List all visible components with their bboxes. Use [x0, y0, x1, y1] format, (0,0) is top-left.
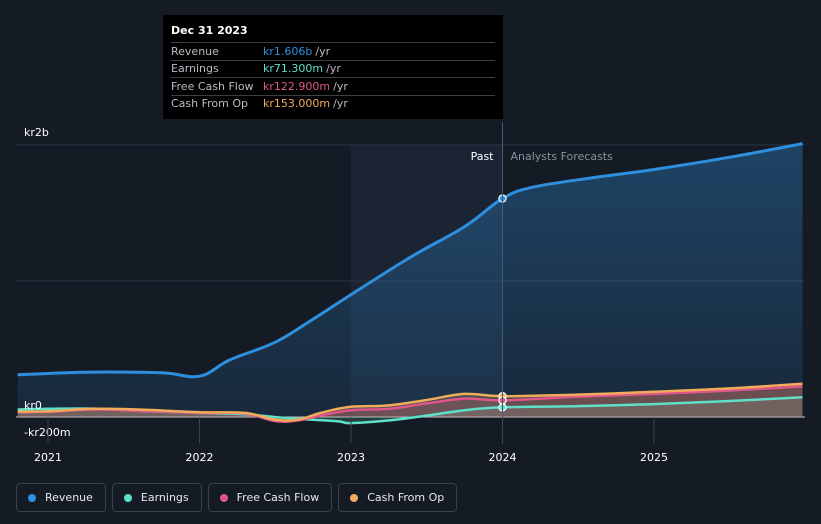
y-tick-label: kr2b: [24, 126, 49, 139]
legend-dot-icon: [28, 493, 36, 502]
x-tick-label: 2021: [34, 451, 62, 464]
y-tick-label: -kr200m: [24, 426, 71, 439]
tooltip-unit: /yr: [333, 79, 348, 93]
x-tick-label: 2023: [337, 451, 365, 464]
y-axis: kr2b kr0 -kr200m: [24, 126, 71, 439]
tooltip-label: Free Cash Flow: [171, 79, 254, 93]
legend-item-cash-from-op[interactable]: Cash From Op: [338, 483, 458, 512]
x-axis: 2021 2022 2023 2024 2025: [34, 417, 668, 464]
tooltip-value: kr153.000m: [263, 97, 331, 111]
free-cash-flow-line: [17, 385, 803, 423]
legend-label: Free Cash Flow: [236, 491, 320, 504]
legend-dot-icon: [123, 493, 132, 502]
legend: Revenue Earnings Free Cash Flow Cash Fro…: [16, 483, 458, 512]
tooltip-unit: /yr: [315, 44, 331, 58]
tooltip-value: kr122.900m: [263, 79, 331, 93]
free-cash-flow-area: [17, 386, 803, 422]
legend-item-free-cash-flow[interactable]: Free Cash Flow: [207, 483, 333, 512]
legend-item-revenue[interactable]: Revenue: [16, 483, 106, 512]
x-tick-label: 2024: [489, 451, 517, 464]
legend-dot-icon: [219, 493, 228, 502]
tooltip-label: Cash From Op: [171, 97, 249, 111]
legend-label: Earnings: [140, 491, 189, 504]
legend-label: Cash From Op: [367, 491, 445, 504]
tooltip-value: kr1.606b: [263, 44, 313, 58]
tooltip-date: Dec 31 2023: [171, 24, 248, 37]
tooltip-value: kr71.300m: [263, 62, 324, 76]
past-label: Past: [471, 150, 495, 163]
revenue-line: [17, 142, 803, 379]
cash-from-op-line: [17, 382, 803, 422]
tooltip: Dec 31 2023 Revenue kr1.606b /yr Earning…: [163, 15, 503, 119]
revenue-area: [17, 143, 803, 417]
tooltip-row-cash-from-op: Cash From Op kr153.000m /yr: [171, 94, 495, 113]
cash-from-op-area: [17, 383, 803, 421]
legend-item-earnings[interactable]: Earnings: [111, 483, 202, 512]
tooltip-label: Earnings: [171, 62, 219, 76]
series-lines: [17, 142, 803, 425]
forecast-label: Analysts Forecasts: [511, 150, 614, 163]
legend-label: Revenue: [45, 491, 93, 504]
tooltip-row-earnings: Earnings kr71.300m /yr: [171, 59, 495, 78]
tooltip-unit: /yr: [333, 97, 348, 111]
series-areas: [17, 143, 803, 424]
earnings-area: [17, 397, 803, 424]
x-tick-label: 2025: [640, 451, 668, 464]
tooltip-label: Revenue: [171, 44, 219, 58]
tooltip-unit: /yr: [326, 62, 341, 76]
legend-dot-icon: [350, 493, 359, 502]
x-tick-label: 2022: [186, 451, 214, 464]
y-tick-label: kr0: [24, 399, 42, 412]
tooltip-row-revenue: Revenue kr1.606b /yr: [171, 42, 495, 60]
tooltip-row-free-cash-flow: Free Cash Flow kr122.900m /yr: [171, 77, 495, 95]
